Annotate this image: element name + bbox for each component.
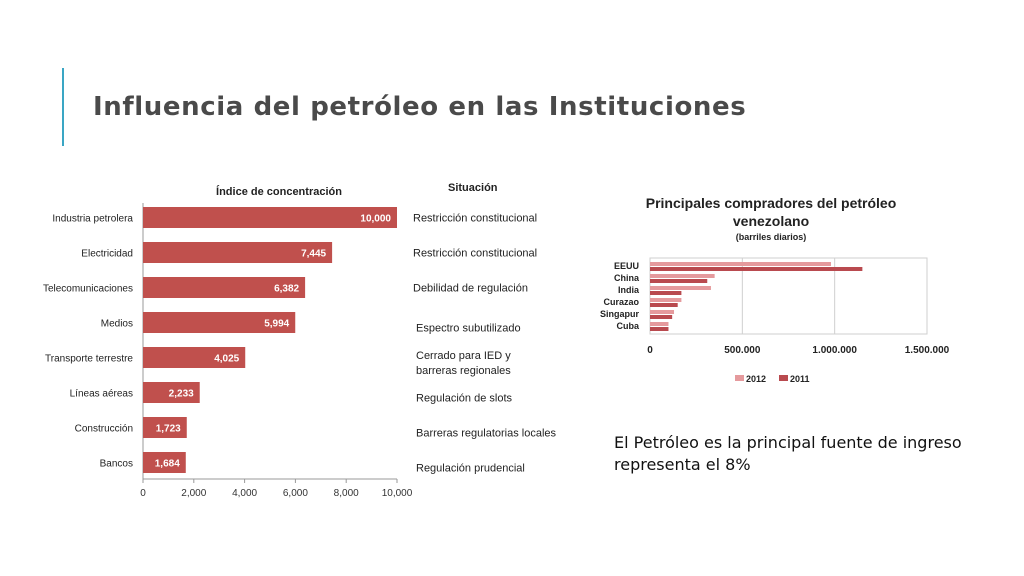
chart2-bar [650,274,715,278]
chart1-x-tick-label: 8,000 [334,488,359,499]
status-label: Restricción constitucional [413,213,537,225]
caption-line-1: El Petróleo es la principal fuente de in… [614,433,962,452]
chart1-value-label: 5,994 [264,319,289,330]
chart2-bar [650,262,831,266]
chart2-bar [650,322,669,326]
status-label: Cerrado para IED y [416,350,511,362]
chart2-category-label: EEUU [614,261,639,271]
chart1-x-tick-label: 6,000 [283,488,308,499]
chart2-subtitle: (barriles diarios) [736,232,807,242]
status-label: Regulación de slots [416,393,513,405]
status-label: Debilidad de regulación [413,283,528,295]
status-label: Espectro subutilizado [416,323,521,335]
chart2-title-line-1: Principales compradores del petróleo [646,195,897,211]
caption-line-2: representa el 8% [614,455,751,474]
chart1-bar [143,312,296,333]
chart2-plot-area [649,257,928,335]
chart2-bar [650,315,673,319]
chart1-x-tick-label: 0 [140,488,146,499]
accent-bar [62,68,64,146]
chart1-bar [143,277,306,298]
chart1-category-label: Líneas aéreas [70,389,133,400]
chart2-bar [650,279,708,283]
chart1-value-label: 6,382 [274,284,299,295]
chart2-category-label: Cuba [617,321,640,331]
chart1-category-label: Bancos [100,459,133,470]
status-label: Restricción constitucional [413,248,537,260]
chart2-category-label: Singapur [600,309,639,319]
chart1-category-label: Transporte terrestre [45,354,133,365]
slide-title: Influencia del petróleo en las Instituci… [93,92,747,122]
status-label: Regulación prudencial [416,463,525,475]
chart2-bar [650,291,682,295]
chart2-legend-label: 2012 [746,374,766,384]
chart2-bar [650,310,675,314]
chart1-category-label: Industria petrolera [52,214,133,225]
chart2-x-tick-label: 0 [647,345,653,356]
chart1-bar [143,347,246,368]
chart2-bar [650,267,863,271]
chart2-legend-swatch [779,375,788,381]
chart1-value-label: 1,684 [155,459,180,470]
chart1-x-tick-label: 10,000 [382,488,413,499]
status-header: Situación [448,182,498,194]
chart2-bar [650,286,711,290]
chart2-legend-swatch [735,375,744,381]
chart1-category-label: Construcción [75,424,133,435]
chart2-bar [650,327,669,331]
chart1-bar [143,452,186,473]
chart1-value-label: 2,233 [169,389,194,400]
chart2-title-line-2: venezolano [733,213,809,229]
status-label: barreras regionales [416,365,511,377]
chart2-x-tick-label: 1.000.000 [812,345,857,356]
chart1-title: Índice de concentración [216,185,342,198]
chart1-value-label: 4,025 [214,354,239,365]
chart1-category-label: Medios [101,319,133,330]
chart2-bar [650,298,682,302]
chart1-value-label: 1,723 [156,424,181,435]
chart1-x-tick-label: 2,000 [181,488,206,499]
chart1-bar [143,242,333,263]
chart2-x-tick-label: 500.000 [724,345,761,356]
chart2-category-label: China [614,273,640,283]
chart1-bar [143,207,397,228]
chart1-category-label: Electricidad [81,249,133,260]
chart2-category-label: Curazao [603,297,639,307]
chart1-value-label: 7,445 [301,249,326,260]
chart1-bar [143,382,200,403]
chart1-bar [143,417,187,438]
caption: El Petróleo es la principal fuente de in… [614,432,974,476]
chart1-category-label: Telecomunicaciones [43,284,133,295]
status-label: Barreras regulatorias locales [416,428,557,440]
chart2-legend-label: 2011 [790,374,810,384]
chart2-x-tick-label: 1.500.000 [905,345,950,356]
chart2-bar [650,303,678,307]
chart1-value-label: 10,000 [360,214,391,225]
chart1-x-tick-label: 4,000 [232,488,257,499]
chart2-category-label: India [618,285,640,295]
